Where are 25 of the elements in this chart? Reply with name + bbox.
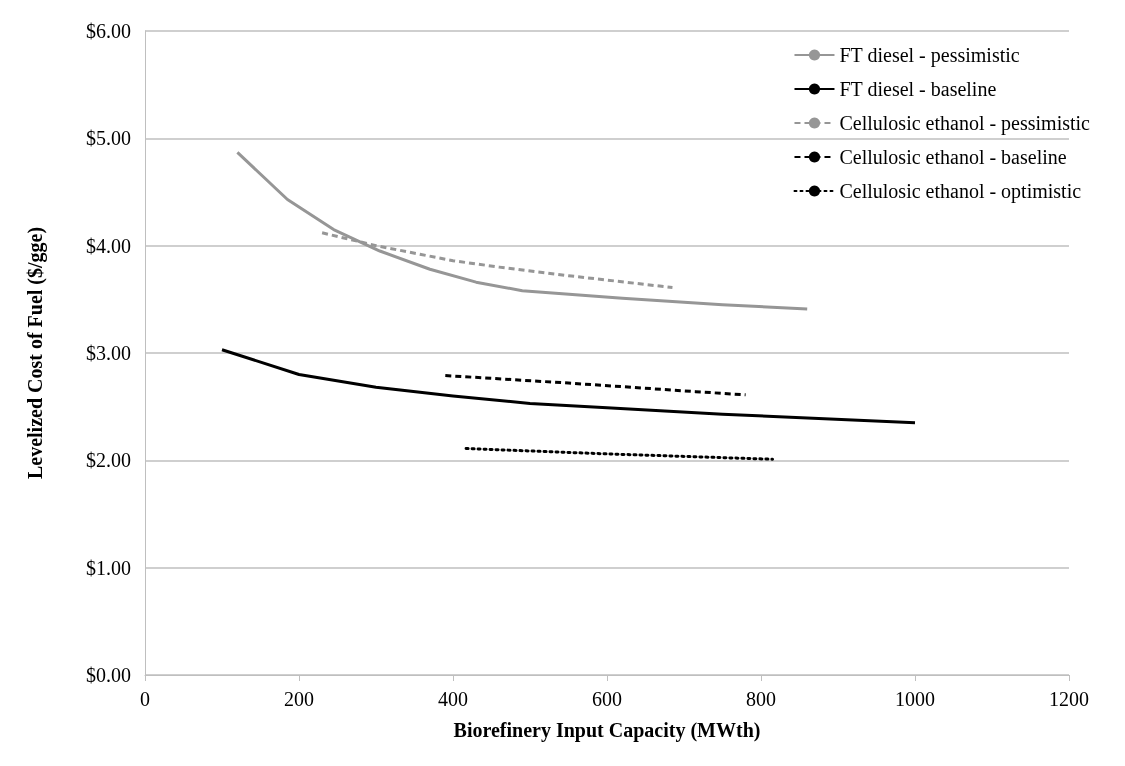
y-tick-label: $3.00	[86, 342, 131, 364]
line-series	[235, 150, 809, 311]
legend-label: FT diesel - pessimistic	[839, 44, 1020, 67]
legend-label: Cellulosic ethanol - optimistic	[839, 180, 1082, 203]
x-axis-title: Biorefinery Input Capacity (MWth)	[453, 719, 761, 742]
y-tick-label: $1.00	[86, 556, 131, 579]
y-tick-label: $2.00	[86, 449, 131, 472]
y-tick-label: $0.00	[86, 664, 131, 686]
x-tick-label: 600	[592, 688, 622, 710]
y-tick-label: $5.00	[86, 127, 131, 150]
x-tick-label: 200	[284, 688, 314, 710]
legend-label: FT diesel - baseline	[839, 78, 997, 100]
line-series	[220, 348, 917, 425]
y-tick-label: $4.00	[86, 234, 131, 257]
x-tick-label: 1200	[1049, 688, 1089, 710]
line-series	[320, 231, 674, 290]
x-tick-label: 400	[438, 688, 468, 710]
x-tick-label: 1000	[895, 688, 935, 710]
line-series	[443, 374, 748, 397]
legend-label: Cellulosic ethanol - pessimistic	[839, 112, 1091, 135]
x-tick-label: 0	[140, 688, 150, 710]
legend-label: Cellulosic ethanol - baseline	[839, 146, 1067, 168]
y-tick-label: $6.00	[86, 20, 131, 42]
x-tick-label: 800	[746, 688, 776, 710]
y-axis-title: Levelized Cost of Fuel ($/gge)	[24, 226, 47, 480]
